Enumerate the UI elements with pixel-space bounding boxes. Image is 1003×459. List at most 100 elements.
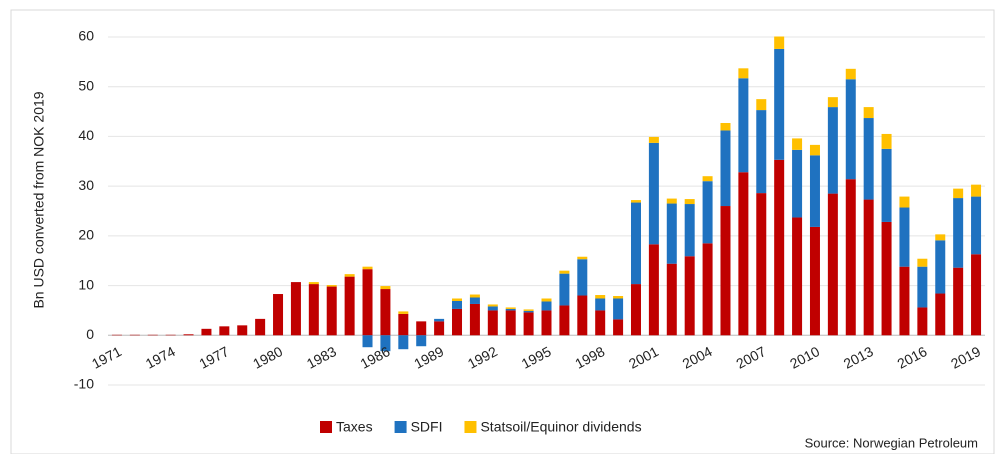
bar-segment — [273, 294, 283, 335]
legend-label: Statsoil/Equinor dividends — [480, 419, 641, 435]
bar-segment — [506, 309, 516, 310]
bar-segment — [398, 314, 408, 335]
x-tick-label: 2010 — [787, 343, 822, 372]
bar-segment — [756, 110, 766, 193]
bar-segment — [828, 107, 838, 194]
bar-segment — [380, 289, 390, 335]
bar-segment — [559, 271, 569, 274]
bar-segment — [899, 208, 909, 267]
bar-segment — [434, 321, 444, 335]
bar-segment — [309, 282, 319, 284]
bar-segment — [327, 287, 337, 336]
x-tick-label: 1998 — [572, 343, 607, 372]
bar-segment — [219, 326, 229, 335]
bar-segment — [792, 217, 802, 335]
bar-segment — [649, 137, 659, 143]
bar-segment — [488, 310, 498, 335]
bar-segment — [524, 312, 534, 335]
bar-segment — [452, 298, 462, 300]
bar-segment — [577, 257, 587, 259]
bar-segment — [756, 99, 766, 110]
bar-segment — [917, 259, 927, 267]
bar-segment — [882, 149, 892, 222]
bar-segment — [631, 203, 641, 285]
bar-segment — [506, 310, 516, 335]
bar-segment — [703, 243, 713, 335]
x-tick-label: 1995 — [519, 343, 554, 372]
bar-segment — [720, 123, 730, 130]
bar-segment — [434, 319, 444, 321]
bar-segment — [595, 298, 605, 310]
bar-segment — [935, 234, 945, 240]
bar-segment — [685, 256, 695, 335]
bar-segment — [524, 309, 534, 310]
bar-segment — [255, 319, 265, 335]
bar-segment — [363, 269, 373, 335]
bar-segment — [488, 306, 498, 310]
y-tick-label: 10 — [78, 276, 94, 292]
y-tick-label: 0 — [86, 326, 94, 342]
bar-segment — [345, 274, 355, 276]
bar-segment — [291, 282, 301, 335]
x-tick-label: 1992 — [465, 343, 500, 372]
bar-segment — [899, 197, 909, 208]
bar-segment — [720, 130, 730, 206]
bar-segment — [971, 197, 981, 255]
bar-segment — [667, 264, 677, 336]
bar-segment — [756, 193, 766, 335]
legend-swatch — [464, 421, 476, 433]
bar-segment — [774, 49, 784, 160]
bar-segment — [201, 329, 211, 335]
y-tick-label: 50 — [78, 77, 94, 93]
source: Source: Norwegian Petroleum — [805, 435, 978, 450]
bar-segment — [971, 185, 981, 197]
bar-segment — [363, 335, 373, 347]
bar-segment — [935, 294, 945, 336]
bar-segment — [398, 311, 408, 313]
x-tick-label: 2016 — [894, 343, 929, 372]
x-tick-label: 2007 — [733, 343, 768, 372]
bar-segment — [613, 296, 623, 298]
bar-segment — [631, 200, 641, 202]
legend-label: SDFI — [411, 419, 443, 435]
legend-swatch — [395, 421, 407, 433]
x-tick-label: 2001 — [626, 343, 661, 372]
bar-segment — [542, 301, 552, 310]
bar-segment — [810, 227, 820, 335]
bar-segment — [917, 267, 927, 308]
bar-segment — [846, 79, 856, 179]
y-tick-label: 20 — [78, 227, 94, 243]
bar-segment — [327, 285, 337, 286]
bar-segment — [524, 311, 534, 312]
y-axis-label: Bn USD converted from NOK 2019 — [31, 91, 47, 308]
bar-segment — [416, 321, 426, 335]
bar-segment — [559, 305, 569, 335]
bar-segment — [738, 172, 748, 335]
bar-segment — [703, 181, 713, 243]
bar-segment — [631, 284, 641, 335]
bar-segment — [470, 298, 480, 304]
bar-segment — [345, 277, 355, 336]
y-tick-label: -10 — [74, 376, 94, 392]
bar-segment — [416, 335, 426, 346]
bar-segment — [685, 199, 695, 204]
bar-segment — [667, 199, 677, 204]
bar-segment — [398, 335, 408, 349]
legend-label: Taxes — [336, 419, 373, 435]
bar-segment — [864, 200, 874, 336]
bar-segment — [810, 145, 820, 155]
bar-segment — [667, 204, 677, 264]
bar-segment — [685, 204, 695, 256]
bar-segment — [864, 118, 874, 200]
y-tick-label: 40 — [78, 127, 94, 143]
bar-segment — [237, 325, 247, 335]
bar-segment — [792, 150, 802, 218]
x-tick-label: 2019 — [948, 343, 983, 372]
bar-segment — [470, 295, 480, 298]
x-tick-label: 1983 — [304, 343, 339, 372]
bar-segment — [577, 259, 587, 295]
legend-swatch — [320, 421, 332, 433]
x-tick-label: 1989 — [411, 343, 446, 372]
bar-segment — [846, 69, 856, 79]
